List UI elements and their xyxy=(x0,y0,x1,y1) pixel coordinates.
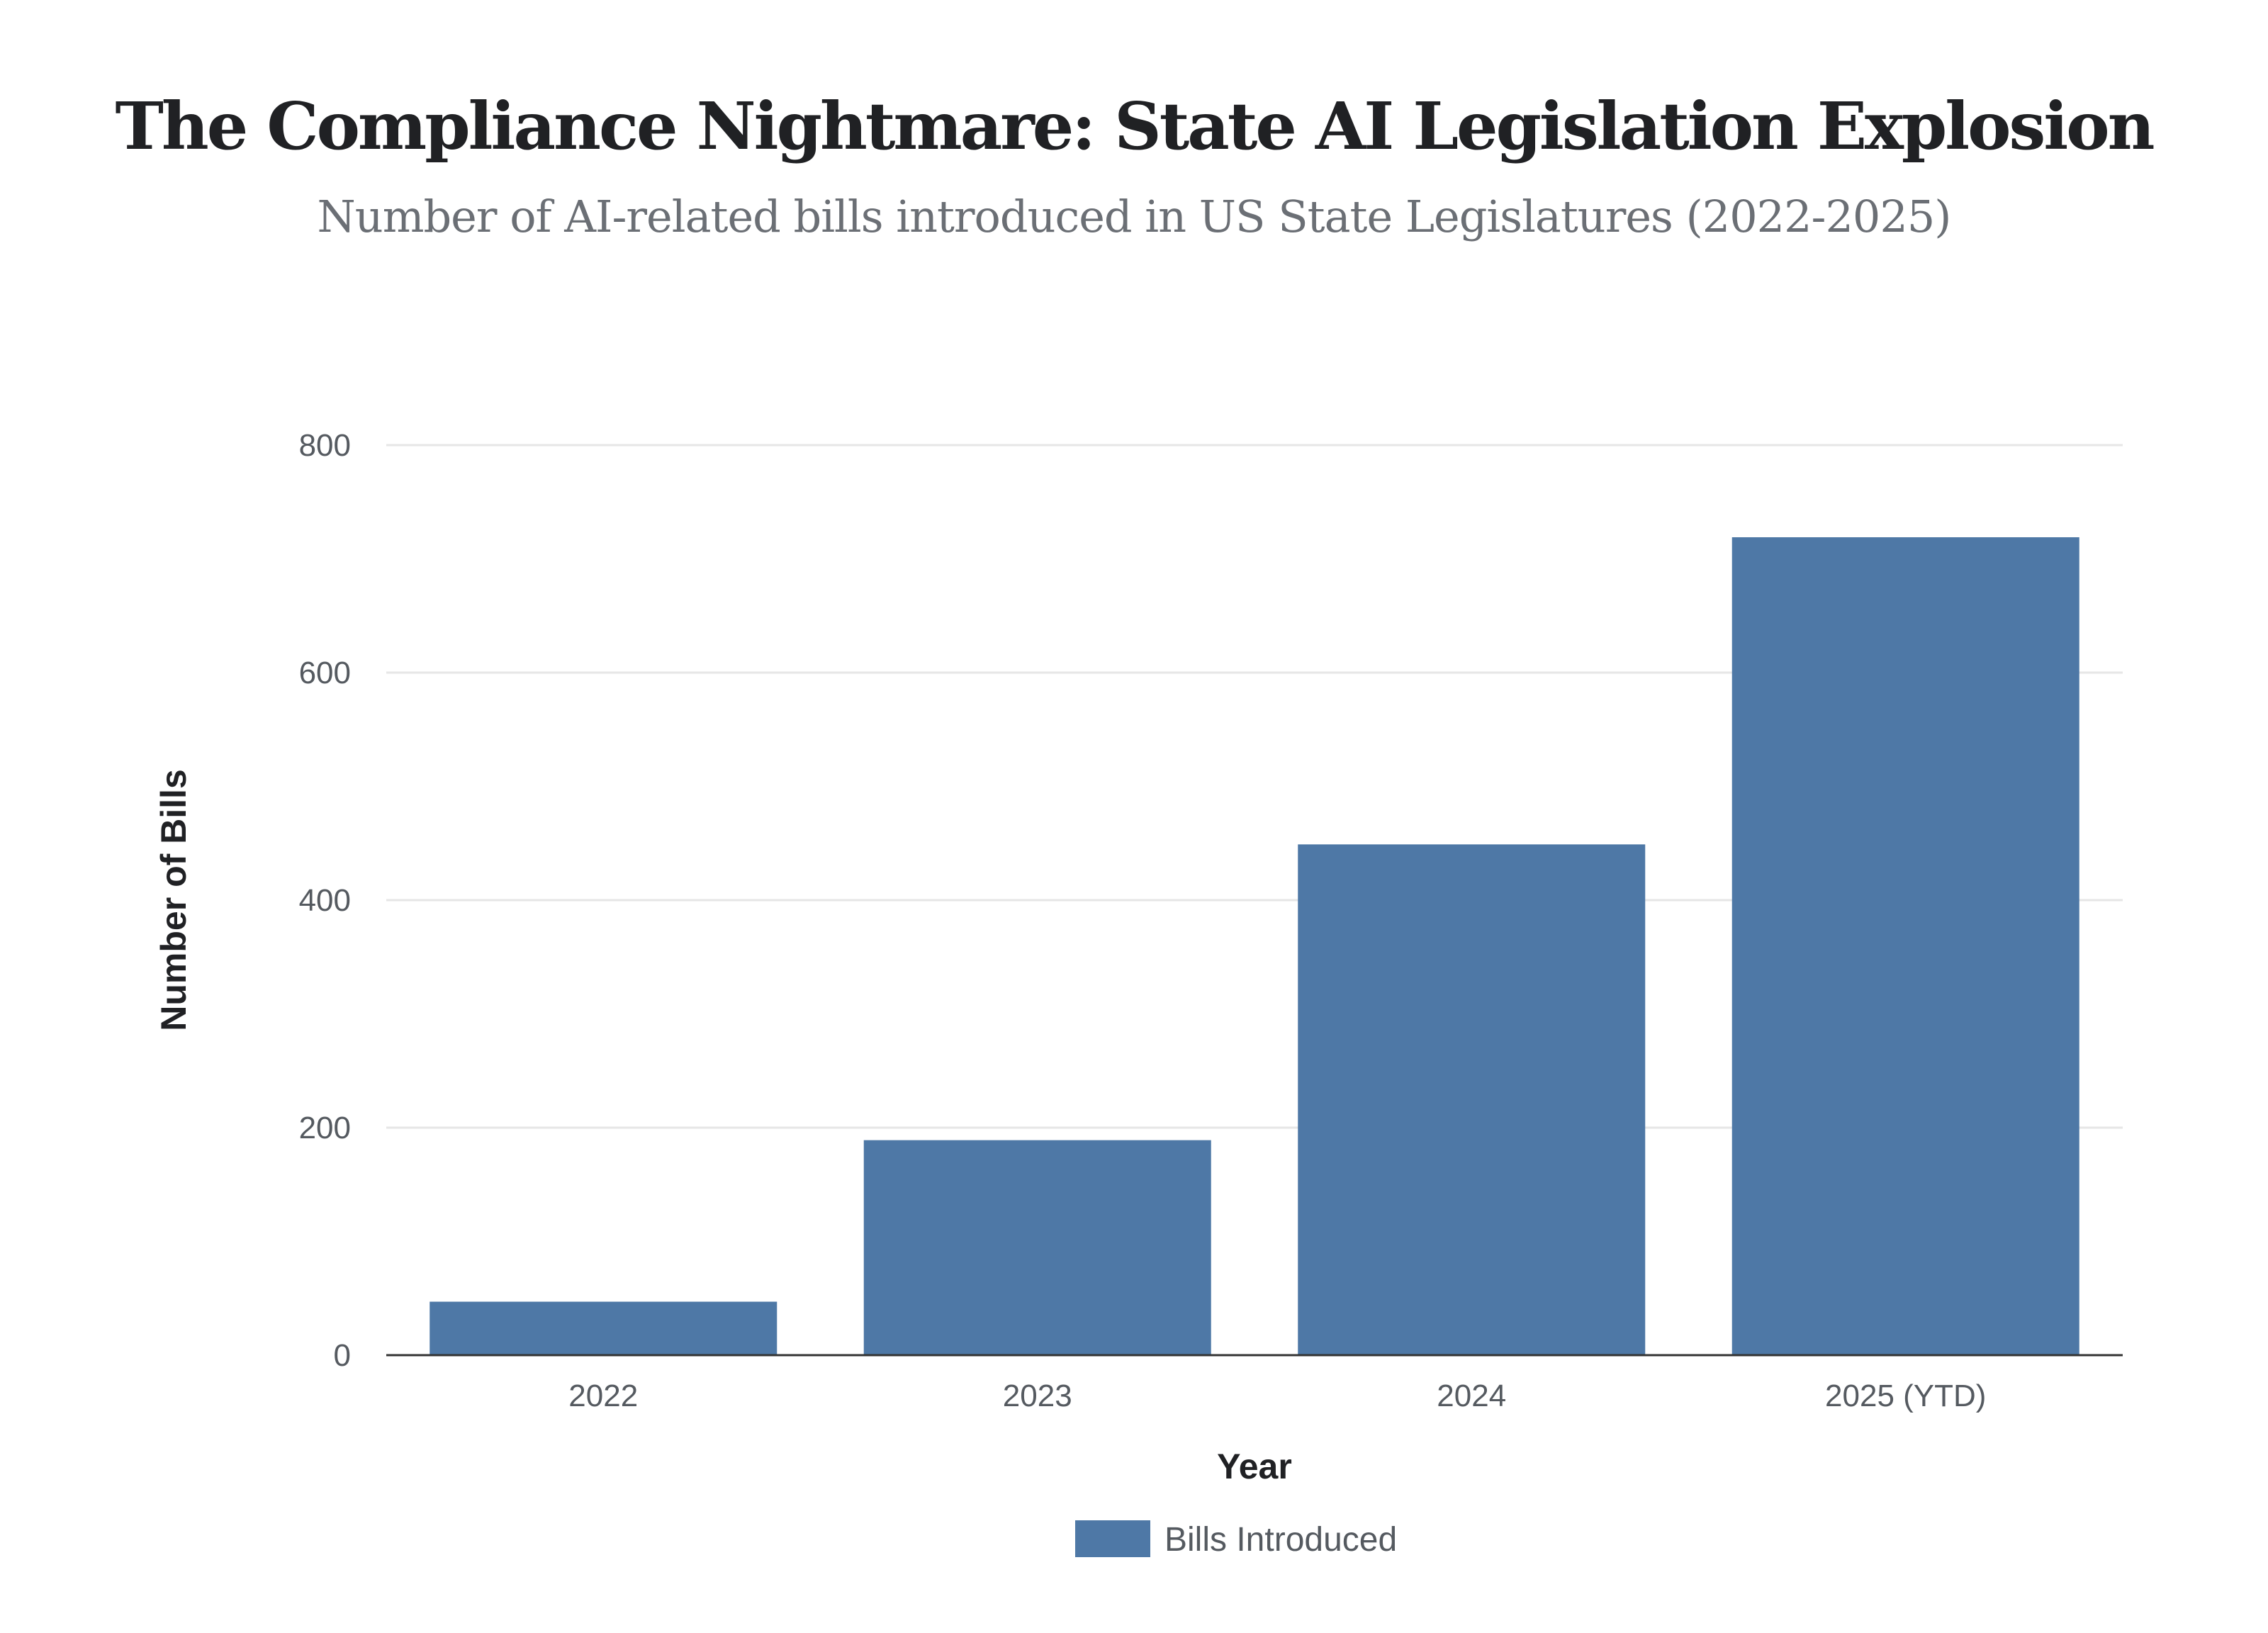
x-axis-ticks: 2022 2023 2024 2025 (YTD) xyxy=(568,1379,1986,1413)
chart-subtitle: Number of AI-related bills introduced in… xyxy=(317,191,1952,242)
y-axis-title: Number of Bills xyxy=(154,769,193,1031)
y-tick-label-0: 0 xyxy=(334,1338,351,1373)
chart-title: The Compliance Nightmare: State AI Legis… xyxy=(115,88,2155,164)
bar-2023[interactable] xyxy=(863,1140,1211,1355)
x-tick-label-2023: 2023 xyxy=(1003,1379,1072,1413)
y-tick-label-200: 200 xyxy=(299,1111,351,1145)
bar-2024[interactable] xyxy=(1298,844,1646,1355)
legend-label-bills-introduced: Bills Introduced xyxy=(1164,1521,1397,1559)
x-tick-label-2024: 2024 xyxy=(1437,1379,1506,1413)
bar-2022[interactable] xyxy=(430,1301,777,1355)
y-axis-ticks: 0 200 400 600 800 xyxy=(299,428,351,1373)
bar-2025-ytd[interactable] xyxy=(1731,537,2079,1355)
x-tick-label-2025-ytd: 2025 (YTD) xyxy=(1825,1379,1986,1413)
y-tick-label-800: 800 xyxy=(299,428,351,463)
bars xyxy=(430,537,2079,1355)
legend-swatch xyxy=(1075,1520,1150,1557)
legend[interactable]: Bills Introduced xyxy=(1075,1520,1397,1559)
y-tick-label-600: 600 xyxy=(299,656,351,690)
y-tick-label-400: 400 xyxy=(299,883,351,918)
x-tick-label-2022: 2022 xyxy=(568,1379,638,1413)
x-axis-title: Year xyxy=(1217,1447,1292,1486)
